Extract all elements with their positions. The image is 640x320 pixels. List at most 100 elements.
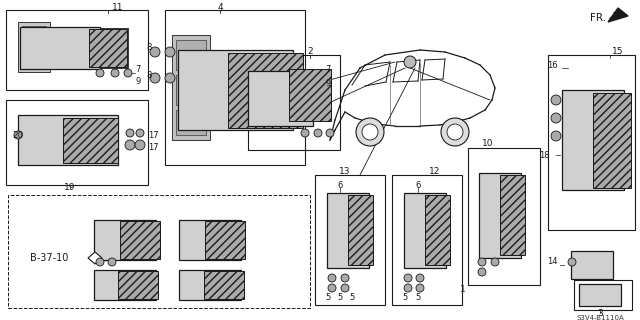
Bar — [256, 102, 281, 120]
Circle shape — [404, 284, 412, 292]
Text: 4: 4 — [217, 4, 223, 12]
Text: 2: 2 — [307, 47, 313, 57]
Bar — [18, 22, 50, 72]
Bar — [96, 222, 126, 258]
Circle shape — [551, 131, 561, 141]
Circle shape — [478, 258, 486, 266]
Circle shape — [491, 258, 499, 266]
Bar — [562, 90, 624, 190]
Bar — [248, 55, 340, 150]
Text: 19: 19 — [64, 183, 76, 193]
Bar — [315, 175, 385, 305]
Bar — [172, 35, 210, 140]
Circle shape — [341, 274, 349, 282]
Text: 8: 8 — [147, 44, 152, 52]
Bar — [479, 172, 521, 258]
Bar — [176, 40, 206, 70]
Circle shape — [314, 129, 322, 137]
Bar — [18, 115, 118, 165]
Bar — [256, 76, 281, 98]
Polygon shape — [88, 252, 102, 264]
Bar — [165, 10, 305, 165]
Circle shape — [96, 258, 104, 266]
Bar — [574, 280, 632, 310]
Bar — [569, 124, 591, 144]
Bar — [182, 222, 212, 258]
Text: 8: 8 — [147, 70, 152, 79]
Text: B-37-10: B-37-10 — [30, 253, 68, 263]
Text: 10: 10 — [483, 140, 493, 148]
Bar — [63, 117, 118, 163]
Bar — [548, 55, 635, 230]
Bar — [328, 196, 358, 265]
Bar — [22, 46, 46, 62]
Polygon shape — [608, 8, 628, 22]
Bar — [22, 26, 46, 42]
Circle shape — [328, 274, 336, 282]
Bar — [569, 100, 591, 120]
Circle shape — [108, 258, 116, 266]
Circle shape — [124, 69, 132, 77]
Circle shape — [356, 118, 384, 146]
Bar — [593, 92, 631, 188]
Bar — [8, 195, 310, 308]
Circle shape — [14, 131, 22, 139]
Bar — [20, 118, 65, 162]
Circle shape — [135, 140, 145, 150]
Bar — [204, 271, 244, 299]
Bar — [480, 175, 510, 255]
Bar — [248, 70, 312, 125]
Circle shape — [478, 268, 486, 276]
Text: 12: 12 — [429, 167, 441, 177]
Text: 18: 18 — [540, 150, 550, 159]
Bar — [94, 220, 156, 260]
Bar — [327, 193, 369, 268]
Circle shape — [416, 284, 424, 292]
Bar — [571, 251, 613, 279]
Circle shape — [136, 129, 144, 137]
Circle shape — [404, 274, 412, 282]
Bar — [289, 69, 331, 121]
Circle shape — [125, 140, 135, 150]
Text: 6: 6 — [337, 180, 342, 189]
Bar — [20, 27, 100, 69]
Bar — [227, 52, 303, 127]
Circle shape — [150, 47, 160, 57]
Circle shape — [551, 95, 561, 105]
Text: 13: 13 — [339, 167, 351, 177]
Bar — [468, 148, 540, 285]
Text: 7: 7 — [325, 66, 331, 75]
Circle shape — [165, 73, 175, 83]
Circle shape — [326, 129, 334, 137]
Text: 7: 7 — [135, 66, 141, 75]
Text: 17: 17 — [148, 143, 159, 153]
Circle shape — [447, 124, 463, 140]
Bar — [569, 148, 591, 168]
Text: FR.: FR. — [590, 13, 606, 23]
Bar — [179, 270, 241, 300]
Circle shape — [126, 129, 134, 137]
Bar — [205, 221, 245, 259]
Bar — [392, 175, 462, 305]
Bar — [182, 272, 213, 298]
Circle shape — [150, 73, 160, 83]
Bar — [118, 271, 158, 299]
Bar — [177, 50, 292, 130]
Bar — [97, 272, 128, 298]
Bar — [25, 142, 60, 158]
Text: 1: 1 — [460, 285, 466, 294]
Bar — [252, 72, 285, 125]
Circle shape — [551, 113, 561, 123]
Text: 9: 9 — [325, 79, 331, 89]
Bar — [89, 29, 127, 67]
Bar — [424, 195, 449, 265]
Text: 17: 17 — [148, 131, 159, 140]
Bar — [404, 193, 446, 268]
Text: 9: 9 — [136, 77, 141, 86]
Bar — [176, 75, 206, 105]
Text: 6: 6 — [415, 180, 420, 189]
Bar — [579, 284, 621, 306]
Text: 5: 5 — [349, 292, 355, 301]
Text: 14: 14 — [547, 258, 558, 267]
Circle shape — [568, 258, 576, 266]
